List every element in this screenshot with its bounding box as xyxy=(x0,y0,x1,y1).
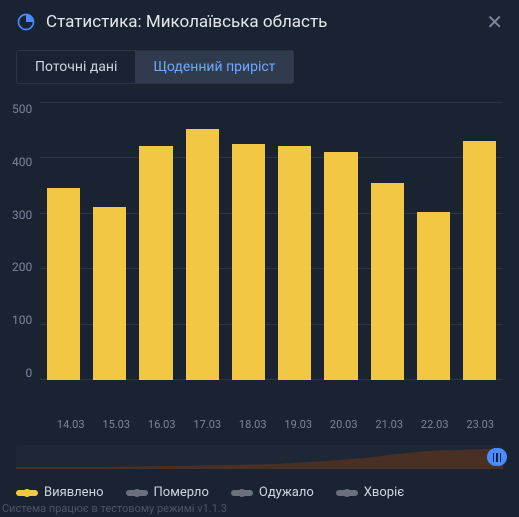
x-axis: 14.03 15.03 16.03 17.03 18.03 19.03 20.03 21.03… xyxy=(48,418,503,431)
legend-item[interactable]: Померло xyxy=(126,485,209,500)
legend-swatch xyxy=(16,490,38,496)
bar[interactable] xyxy=(47,188,80,380)
x-tick: 21.03 xyxy=(375,418,403,431)
bars-container xyxy=(40,102,503,380)
y-tick: 200 xyxy=(12,260,32,274)
legend-item[interactable]: Виявлено xyxy=(16,485,104,500)
legend-swatch xyxy=(336,490,358,496)
legend-item[interactable]: Хворіє xyxy=(336,485,404,500)
y-tick: 100 xyxy=(12,313,32,327)
legend-swatch xyxy=(231,490,253,496)
x-tick: 23.03 xyxy=(466,418,494,431)
bar[interactable] xyxy=(371,183,404,380)
bar-chart: 500 400 300 200 100 0 xyxy=(12,102,503,412)
bar[interactable] xyxy=(278,146,311,380)
tab-current[interactable]: Поточні дані xyxy=(17,51,135,83)
x-tick: 14.03 xyxy=(57,418,85,431)
legend-swatch xyxy=(126,490,148,496)
time-brush[interactable] xyxy=(16,445,503,469)
legend-item[interactable]: Одужало xyxy=(231,485,314,500)
legend-label: Одужало xyxy=(259,485,314,500)
legend: Виявлено Померло Одужало Хворіє xyxy=(16,485,503,500)
tab-group: Поточні даніЩоденний приріст xyxy=(16,50,294,84)
footer-note: Система працює в тестовому режимі v1.1.3 xyxy=(2,502,227,515)
x-tick: 15.03 xyxy=(102,418,130,431)
y-axis: 500 400 300 200 100 0 xyxy=(12,102,40,380)
bar[interactable] xyxy=(139,146,172,380)
bar[interactable] xyxy=(93,207,126,380)
y-tick: 400 xyxy=(12,155,32,169)
x-tick: 20.03 xyxy=(330,418,358,431)
x-tick: 17.03 xyxy=(193,418,221,431)
bar[interactable] xyxy=(324,152,357,380)
x-tick: 18.03 xyxy=(239,418,267,431)
bar[interactable] xyxy=(463,141,496,380)
chart-icon xyxy=(16,12,36,32)
tab-daily-growth[interactable]: Щоденний приріст xyxy=(135,51,293,83)
bar[interactable] xyxy=(417,212,450,380)
brush-sparkline xyxy=(16,445,503,469)
panel-title: Статистика: Миколаївська область xyxy=(46,12,476,32)
x-tick: 19.03 xyxy=(284,418,312,431)
x-tick: 22.03 xyxy=(421,418,449,431)
legend-label: Померло xyxy=(154,485,209,500)
legend-label: Хворіє xyxy=(364,485,404,500)
y-tick: 500 xyxy=(12,102,32,116)
legend-label: Виявлено xyxy=(44,485,104,500)
brush-handle[interactable] xyxy=(487,448,507,466)
plot-area xyxy=(40,102,503,380)
y-tick: 0 xyxy=(25,366,32,380)
sparkline-path xyxy=(16,449,503,469)
stats-panel: Статистика: Миколаївська область ✕ Поточ… xyxy=(0,0,519,517)
close-icon[interactable]: ✕ xyxy=(486,12,503,32)
bar[interactable] xyxy=(232,144,265,380)
panel-header: Статистика: Миколаївська область ✕ xyxy=(0,0,519,42)
bar[interactable] xyxy=(186,129,219,380)
x-tick: 16.03 xyxy=(148,418,176,431)
y-tick: 300 xyxy=(12,208,32,222)
